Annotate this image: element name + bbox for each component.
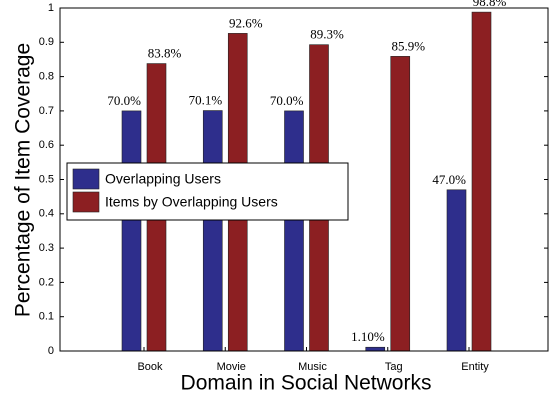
value-label: 70.1% (189, 93, 223, 108)
value-label: 70.0% (270, 93, 304, 108)
legend-swatch (72, 168, 100, 190)
x-axis-title: Domain in Social Networks (181, 372, 432, 395)
x-tick-label: Tag (385, 361, 403, 373)
legend-box (66, 162, 349, 221)
bar (471, 11, 492, 352)
plot-frame (59, 7, 549, 352)
x-tick-label: Entity (461, 361, 489, 373)
x-tick-label: Movie (217, 361, 246, 373)
bar (284, 110, 304, 352)
legend-label: Items by Overlapping Users (105, 194, 278, 210)
value-label: 85.9% (391, 38, 425, 53)
y-tick-label: 0.1 (39, 311, 54, 323)
bar (365, 346, 386, 352)
bar (446, 189, 467, 352)
value-label: 89.3% (310, 27, 344, 42)
y-tick-label: 0 (48, 345, 54, 357)
bar (390, 56, 411, 352)
x-tick-label: Music (298, 361, 327, 373)
value-label: 83.8% (148, 46, 182, 61)
value-label: 70.0% (107, 93, 141, 108)
legend-label: Overlapping Users (105, 171, 221, 187)
y-tick-label: 0.3 (39, 242, 54, 254)
bar (202, 110, 223, 352)
value-label: 92.6% (229, 15, 263, 30)
y-tick-label: 0.7 (39, 105, 54, 117)
bar (121, 110, 142, 352)
legend-swatch (72, 191, 100, 213)
y-tick-label: 0.4 (39, 208, 54, 220)
y-tick-label: 0.2 (39, 276, 54, 288)
y-axis-title: Percentage of Item Coverage (12, 43, 35, 317)
y-tick-label: 1 (48, 2, 54, 14)
value-label: 47.0% (432, 172, 466, 187)
x-tick-label: Book (137, 361, 163, 373)
y-tick-label: 0.5 (39, 173, 54, 185)
y-tick-label: 0.6 (39, 139, 54, 151)
value-label: 98.8% (473, 0, 507, 9)
value-label: 1.10% (351, 329, 385, 344)
legend: Overlapping Users Items by Overlapping Us… (66, 162, 349, 221)
y-tick-label: 0.9 (39, 36, 54, 48)
y-tick-label: 0.8 (39, 71, 54, 83)
